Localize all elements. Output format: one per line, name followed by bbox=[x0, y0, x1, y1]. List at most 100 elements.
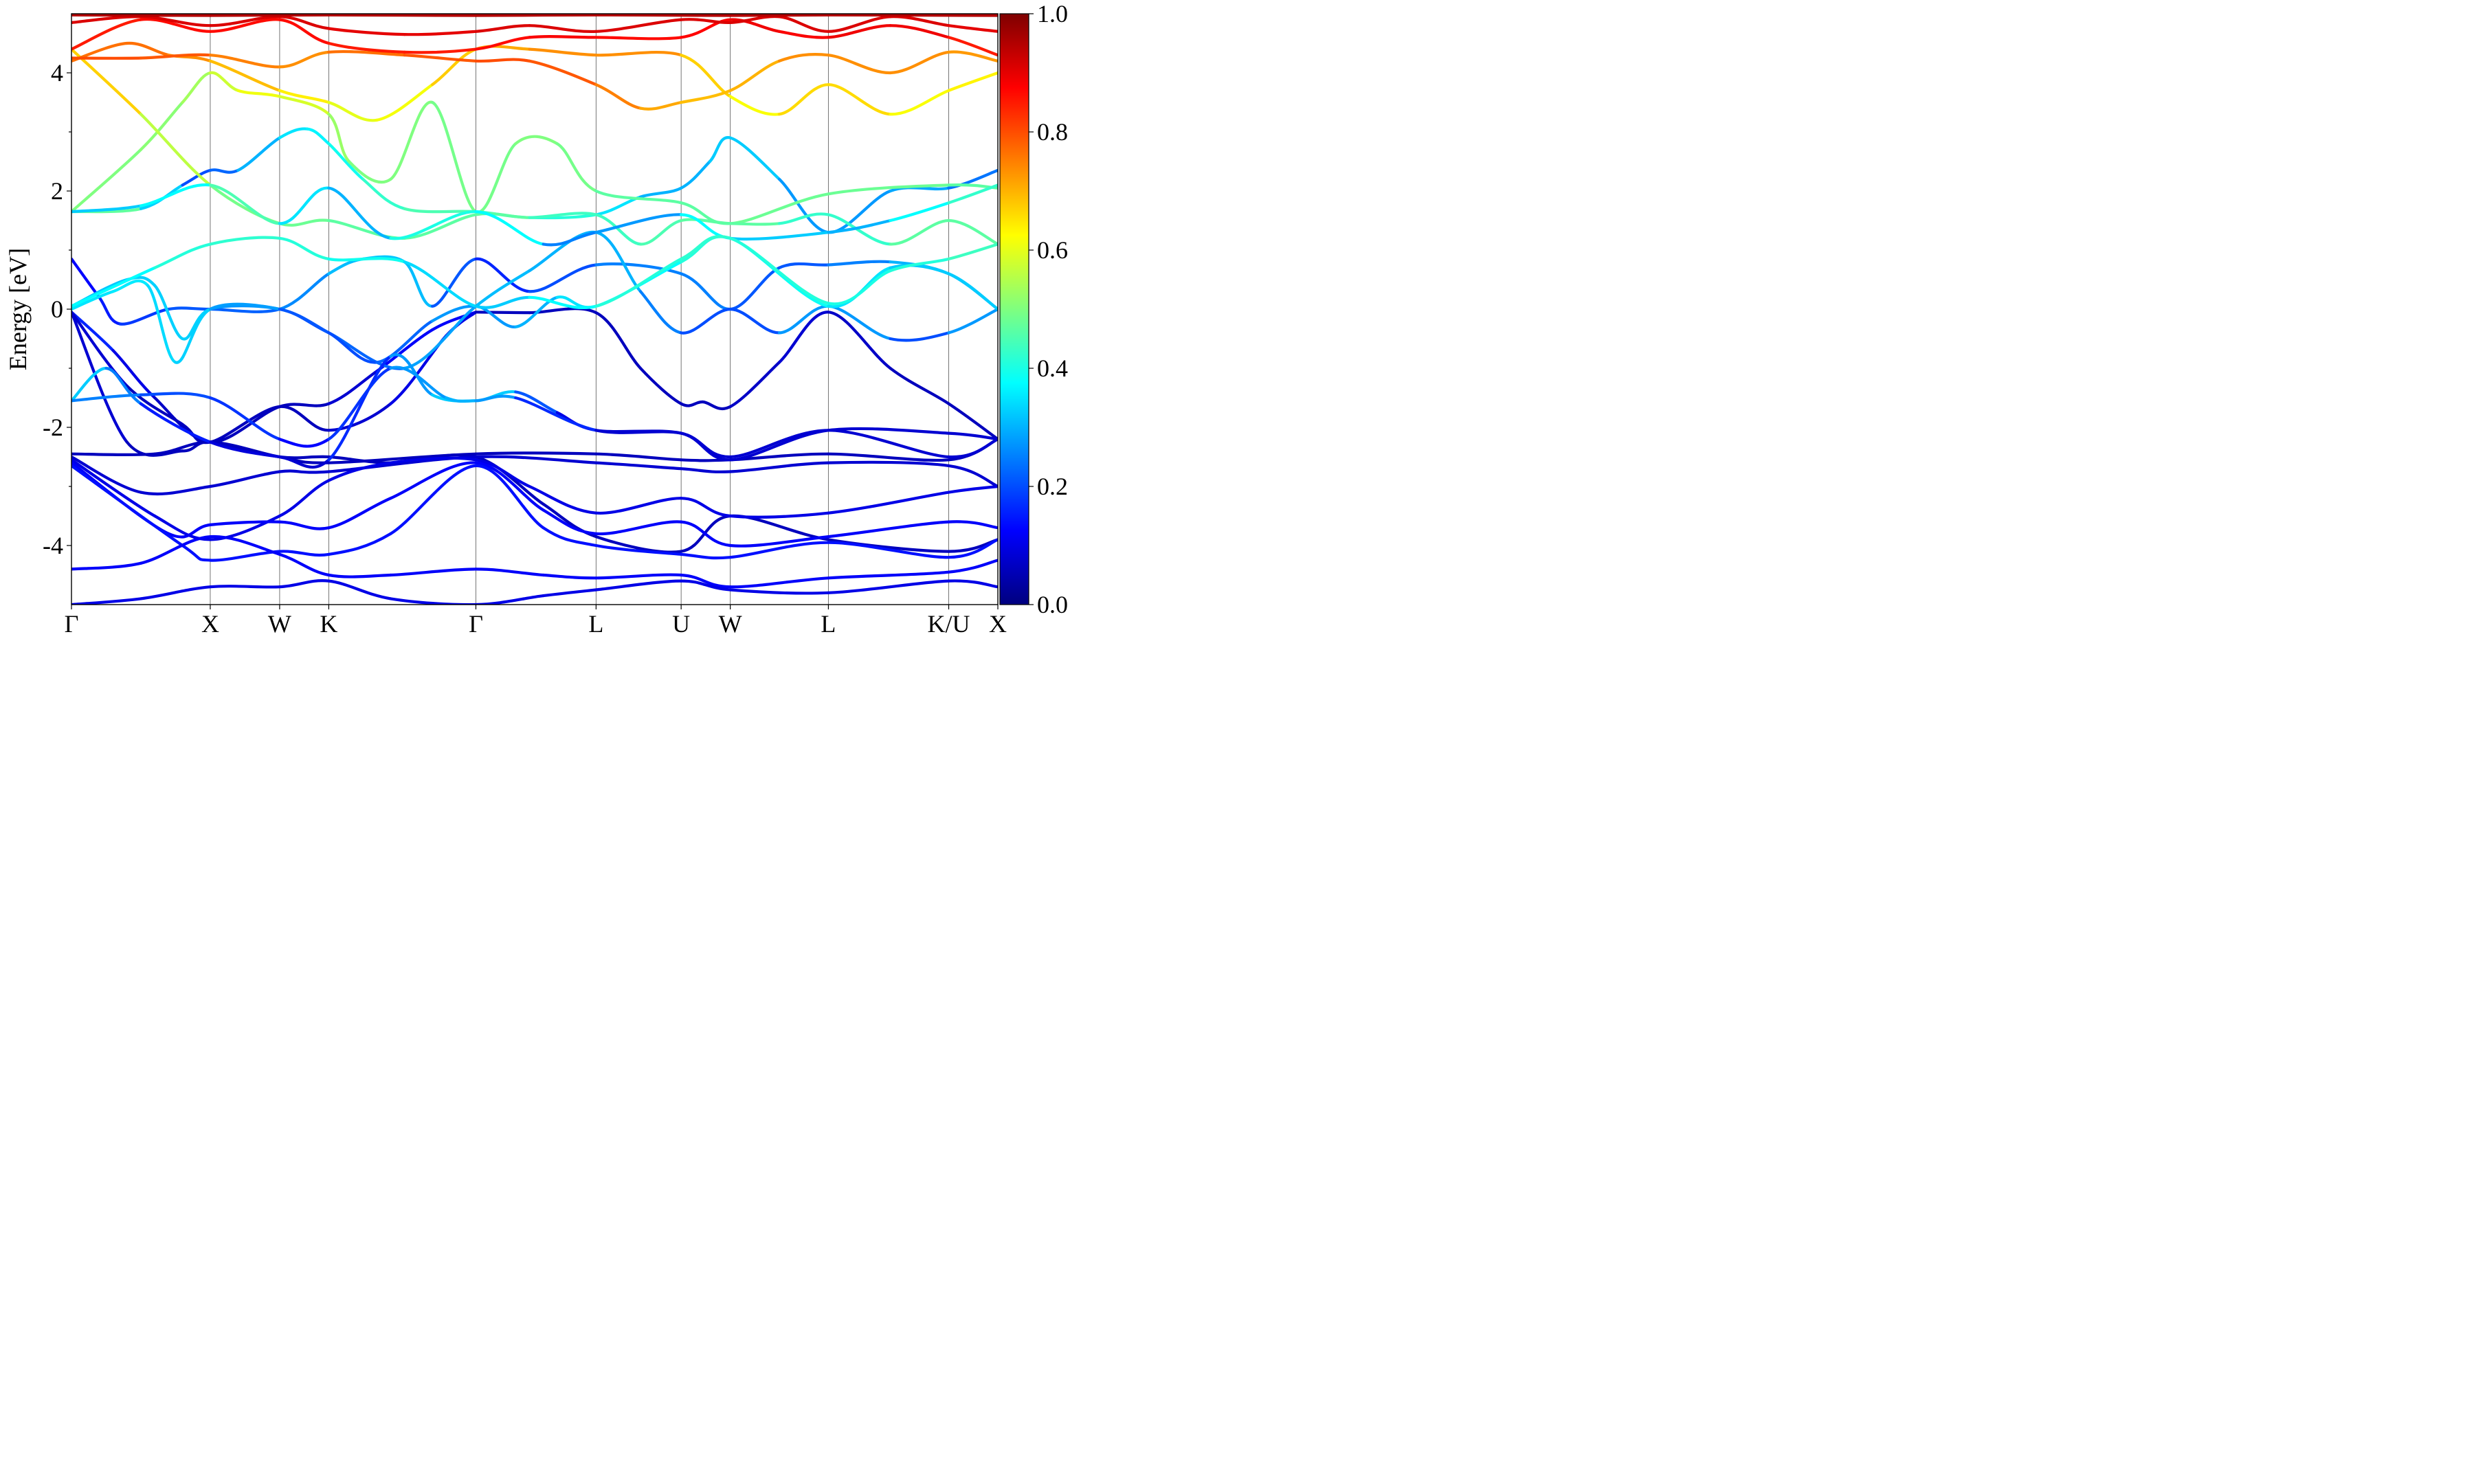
band-segment bbox=[278, 307, 331, 335]
band-segment bbox=[389, 597, 478, 605]
band-segment bbox=[947, 272, 998, 311]
band-segment bbox=[236, 136, 282, 172]
band-segment bbox=[327, 14, 478, 17]
band-segment bbox=[125, 384, 184, 426]
band-segment bbox=[139, 535, 212, 565]
band-segment bbox=[728, 231, 830, 241]
band-segment bbox=[139, 183, 212, 207]
colorbar-tick-label: 1.0 bbox=[1037, 0, 1068, 27]
band-segment bbox=[327, 497, 392, 530]
band-segment bbox=[403, 207, 478, 214]
band-segment bbox=[118, 307, 170, 326]
band-segment bbox=[389, 100, 434, 181]
band-segment bbox=[728, 266, 781, 311]
band-segment bbox=[474, 269, 531, 308]
band-segment bbox=[71, 461, 170, 535]
band-segment bbox=[947, 218, 998, 246]
band-segment bbox=[947, 438, 998, 459]
band-segment bbox=[680, 18, 732, 25]
band-segment bbox=[728, 222, 781, 226]
band-segment bbox=[389, 456, 478, 464]
band-segment bbox=[389, 464, 478, 535]
band-segment bbox=[153, 284, 184, 341]
band-segment bbox=[638, 366, 683, 405]
band-segment bbox=[947, 36, 998, 57]
band-segment bbox=[208, 307, 282, 313]
band-segment bbox=[278, 127, 309, 139]
band-segment bbox=[208, 470, 282, 488]
band-segment bbox=[278, 186, 331, 225]
band-segment bbox=[327, 402, 392, 432]
band-segment bbox=[327, 452, 478, 464]
band-segment bbox=[474, 210, 545, 246]
band-segment bbox=[208, 71, 240, 92]
colorbar-tick-label: 0.2 bbox=[1037, 473, 1068, 500]
band-segment bbox=[474, 295, 531, 309]
band-segment bbox=[474, 567, 545, 577]
band-segment bbox=[728, 588, 830, 595]
band-segment bbox=[728, 95, 781, 116]
band-segment bbox=[947, 183, 998, 205]
band-segment bbox=[347, 159, 392, 184]
x-tick-label: L bbox=[588, 610, 603, 638]
band-segment bbox=[430, 257, 478, 308]
band-segment bbox=[594, 213, 643, 246]
band-segment bbox=[889, 264, 950, 276]
band-segment bbox=[278, 479, 331, 518]
band-segment bbox=[403, 260, 478, 308]
band-segment bbox=[827, 269, 892, 306]
band-segment bbox=[827, 54, 892, 75]
band-segment bbox=[827, 452, 950, 462]
band-segment bbox=[181, 71, 212, 104]
band-segment bbox=[474, 594, 545, 605]
band-segment bbox=[327, 27, 406, 36]
band-segment bbox=[947, 24, 998, 33]
band-segment bbox=[278, 455, 331, 469]
x-tick-label: W bbox=[719, 610, 742, 638]
band-segment bbox=[947, 520, 998, 530]
band-segment bbox=[528, 263, 598, 293]
band-segment bbox=[327, 461, 392, 482]
band-segment bbox=[208, 440, 282, 459]
band-segment bbox=[594, 262, 683, 276]
band-segment bbox=[153, 243, 212, 269]
band-segment bbox=[327, 573, 392, 578]
band-segment bbox=[208, 59, 282, 92]
band-segment bbox=[208, 18, 282, 33]
band-segment bbox=[327, 532, 392, 556]
band-segment bbox=[594, 189, 683, 205]
band-segment bbox=[594, 50, 683, 57]
band-segment bbox=[777, 304, 830, 335]
band-segment bbox=[403, 304, 478, 370]
band-segment bbox=[278, 15, 331, 30]
band-segment bbox=[594, 36, 683, 41]
band-segment bbox=[139, 100, 184, 151]
colorbar-tick-label: 0.6 bbox=[1037, 236, 1068, 264]
band-segment bbox=[827, 520, 950, 539]
band-segment bbox=[555, 142, 598, 193]
band-segment bbox=[680, 89, 732, 104]
band-segment bbox=[594, 257, 683, 308]
band-segment bbox=[827, 14, 998, 17]
band-segment bbox=[594, 18, 683, 33]
band-segment bbox=[327, 257, 406, 264]
band-segment bbox=[528, 24, 598, 34]
band-segment bbox=[827, 460, 950, 467]
x-tick-label: Γ bbox=[65, 610, 79, 638]
band-segment bbox=[327, 366, 392, 441]
band-segment bbox=[827, 570, 950, 580]
band-segment bbox=[827, 491, 950, 515]
band-segment bbox=[111, 279, 150, 293]
band-segment bbox=[728, 14, 830, 17]
band-segment bbox=[71, 18, 143, 51]
band-segment bbox=[728, 236, 830, 305]
band-segment bbox=[528, 212, 598, 219]
band-segment bbox=[139, 484, 212, 496]
y-axis-ticks: 4 2 0 -2 -4 bbox=[43, 59, 71, 559]
band-segment bbox=[474, 304, 517, 328]
band-segment bbox=[125, 41, 170, 57]
y-tick-label: -4 bbox=[43, 532, 63, 559]
band-segment bbox=[947, 484, 998, 494]
band-segment bbox=[827, 266, 892, 308]
band-segment bbox=[542, 231, 598, 247]
